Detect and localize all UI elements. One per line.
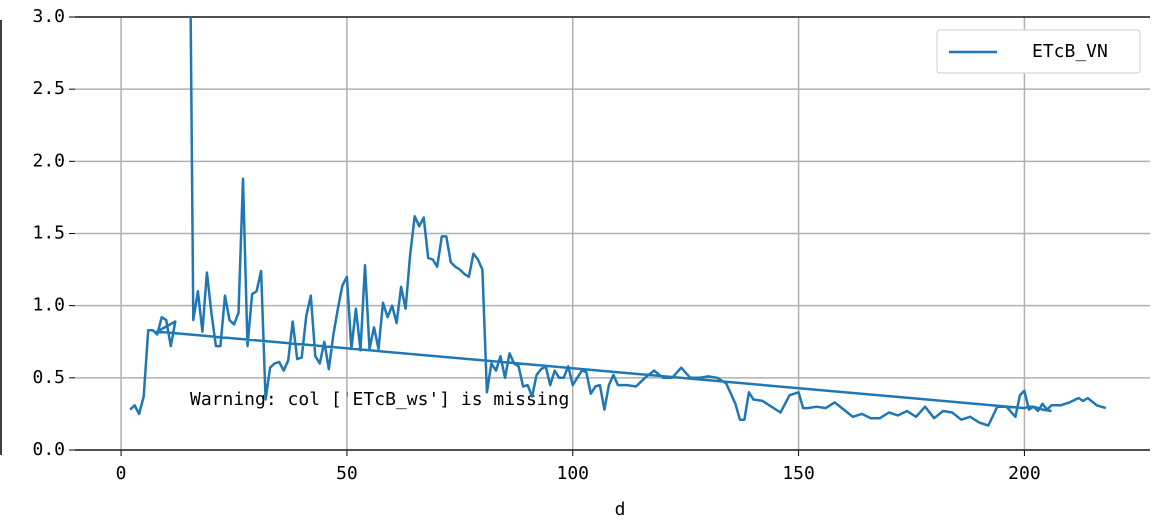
y-tick-label: 2.5 [32, 78, 65, 99]
y-tick-label: 2.0 [32, 150, 65, 171]
x-tick-label: 0 [116, 463, 127, 484]
x-tick-label: 50 [336, 463, 358, 484]
legend-label: ETcB_VN [1032, 41, 1108, 62]
x-tick-label: 200 [1008, 463, 1041, 484]
legend-box [936, 29, 1141, 74]
y-tick-label: 1.5 [32, 223, 65, 244]
y-tick-label: 0.5 [32, 367, 65, 388]
y-tick-label: 1.0 [32, 295, 65, 316]
y-tick-label: 0.0 [32, 439, 65, 460]
annotation: Warning: col ['ETcB_ws'] is missing [190, 389, 569, 410]
x-axis-label: d [615, 499, 626, 520]
x-tick-label: 150 [782, 463, 815, 484]
data-line [129, 17, 1107, 427]
y-tick-label: 3.0 [32, 6, 65, 27]
x-tick-label: 100 [556, 463, 589, 484]
